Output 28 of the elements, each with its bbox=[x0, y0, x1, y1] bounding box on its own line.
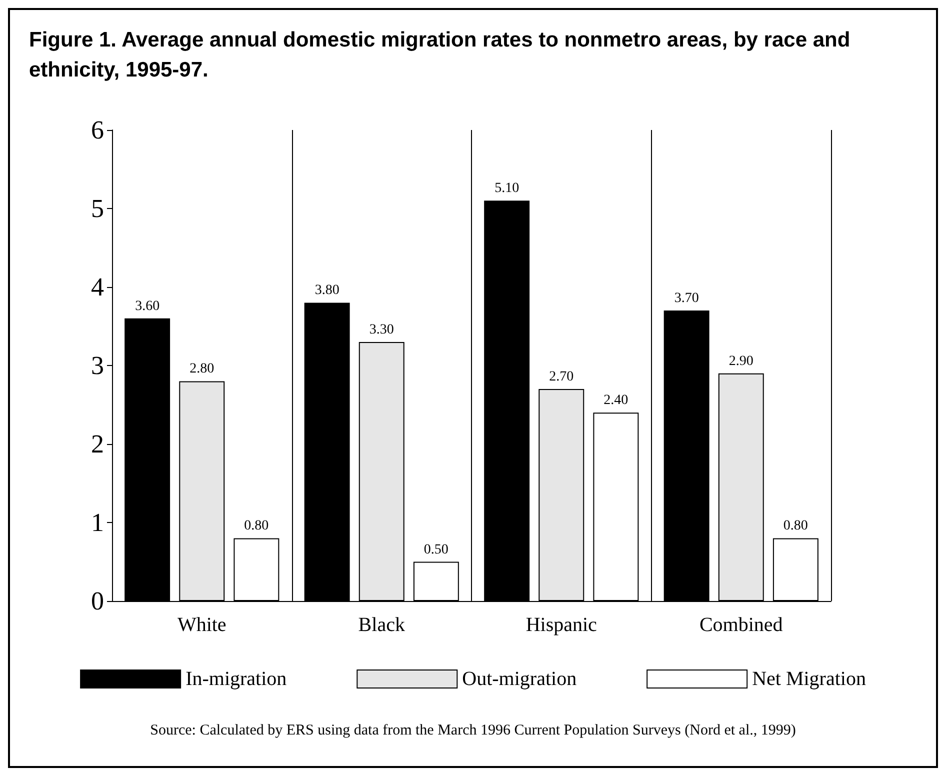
data-label: 3.70 bbox=[674, 291, 699, 306]
data-label: 3.30 bbox=[369, 322, 394, 338]
chart-title: Figure 1. Average annual domestic migration rates to nonmetro areas, by race and ethnicity, 1995-97. bbox=[29, 28, 856, 82]
y-tick-label: 0 bbox=[91, 586, 104, 616]
y-tick-label: 3 bbox=[91, 351, 104, 380]
x-tick-label: Combined bbox=[699, 614, 783, 636]
y-tick-label: 4 bbox=[91, 272, 104, 302]
data-label: 0.50 bbox=[424, 542, 448, 558]
data-label: 3.80 bbox=[314, 283, 340, 298]
data-label: 3.60 bbox=[135, 298, 160, 314]
data-label: 2.70 bbox=[549, 370, 574, 385]
legend-label: Net Migration bbox=[752, 668, 866, 690]
y-tick-label: 2 bbox=[91, 430, 104, 458]
legend-label: Out-migration bbox=[462, 668, 577, 690]
data-label: 0.80 bbox=[244, 518, 269, 534]
y-tick-label: 5 bbox=[91, 194, 104, 223]
y-tick-label: 1 bbox=[91, 508, 104, 537]
data-label: 5.10 bbox=[494, 181, 520, 196]
data-label: 2.90 bbox=[728, 354, 754, 369]
data-label: 2.40 bbox=[604, 393, 628, 408]
data-label: 0.80 bbox=[783, 518, 808, 534]
x-tick-label: Black bbox=[358, 614, 405, 636]
x-tick-label: Hispanic bbox=[526, 614, 598, 636]
x-tick-label: White bbox=[177, 614, 226, 636]
source-note: Source: Calculated by ERS using data from the March 1996 Current Population Surveys (Nord et al., 1999) bbox=[150, 722, 796, 738]
data-label: 2.80 bbox=[190, 362, 214, 377]
legend-label: In-migration bbox=[186, 668, 287, 690]
y-tick-label: 6 bbox=[91, 116, 104, 144]
